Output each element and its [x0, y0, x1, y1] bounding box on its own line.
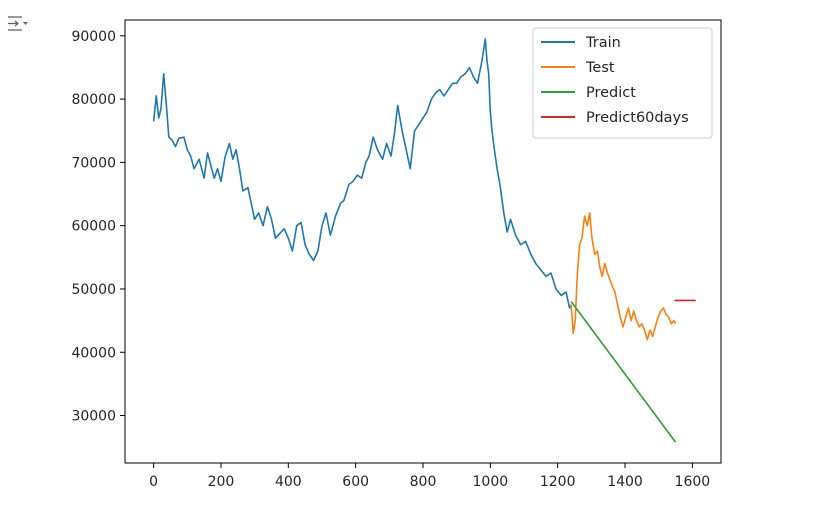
- y-tick-label: 50000: [71, 282, 116, 298]
- legend: Train Test Predict Predict60days: [532, 27, 713, 139]
- legend-box: [532, 27, 713, 139]
- y-tick-label: 90000: [71, 29, 116, 45]
- x-tick-label: 1400: [607, 474, 643, 490]
- series-line-train: [152, 38, 572, 309]
- y-tick-label: 40000: [71, 345, 116, 361]
- legend-label-train: Train: [585, 35, 621, 51]
- x-tick-label: 200: [208, 474, 235, 490]
- y-tick-label: 60000: [71, 219, 116, 235]
- x-tick-label: 400: [275, 474, 302, 490]
- x-tick-label: 800: [410, 474, 437, 490]
- x-tick-label: 1000: [473, 474, 509, 490]
- y-axis: 30000 40000 50000 60000 70000 80000 90000: [71, 29, 125, 425]
- x-tick-label: 600: [342, 474, 369, 490]
- y-tick-label: 70000: [71, 155, 116, 171]
- series-layer: [152, 38, 696, 443]
- x-tick-label: 1600: [675, 474, 711, 490]
- series-line-test: [570, 212, 677, 341]
- x-axis: 0 200 400 600 800 1000 1200 1400 1600: [149, 463, 710, 490]
- legend-label-predict: Predict: [586, 85, 636, 101]
- legend-label-test: Test: [585, 60, 615, 76]
- legend-label-predict60days: Predict60days: [586, 110, 689, 126]
- y-tick-label: 80000: [71, 92, 116, 108]
- series-line-predict: [570, 301, 677, 443]
- output-collapse-icon[interactable]: [6, 14, 30, 34]
- y-tick-label: 30000: [71, 409, 116, 425]
- x-tick-label: 0: [149, 474, 158, 490]
- x-tick-label: 1200: [540, 474, 576, 490]
